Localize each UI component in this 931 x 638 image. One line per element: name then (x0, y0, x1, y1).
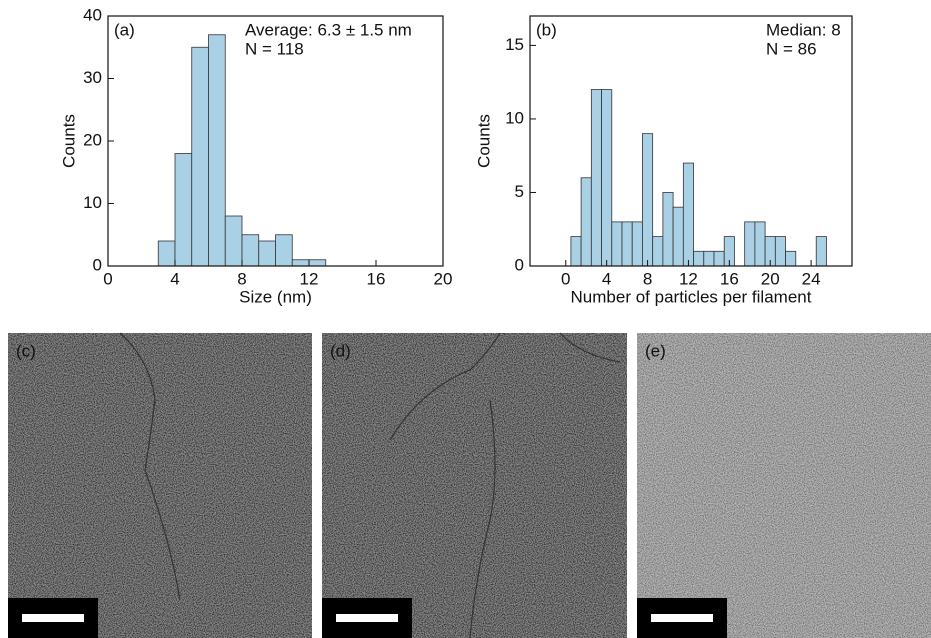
plot-frame (529, 15, 853, 267)
annotation: Median: 8 (766, 20, 841, 39)
image-panel: (e) (637, 333, 931, 638)
x-tick-label: 0 (561, 269, 570, 288)
x-tick-label: 8 (643, 269, 652, 288)
y-tick-label: 0 (515, 255, 524, 274)
bar (570, 236, 582, 267)
bar (815, 236, 827, 267)
annotation: Average: 6.3 ± 1.5 nm (245, 20, 412, 39)
bar (241, 234, 260, 267)
x-tick-label: 8 (237, 269, 246, 288)
image-panel: (d) (322, 332, 627, 638)
x-tick-label: 12 (300, 269, 319, 288)
x-axis-label: Size (nm) (239, 287, 312, 306)
y-tick-label: 5 (515, 182, 524, 201)
bar (672, 206, 684, 267)
bar (652, 236, 664, 267)
bar (580, 177, 592, 267)
panel-label: (b) (536, 20, 557, 39)
panel-label: (d) (330, 341, 351, 360)
bar (611, 221, 623, 267)
bar (703, 250, 715, 267)
bar (308, 259, 327, 267)
y-tick-label: 0 (93, 255, 102, 274)
y-tick-label: 10 (505, 108, 524, 127)
bar (642, 133, 654, 267)
y-axis-label: Counts (59, 114, 78, 168)
x-axis-label: Number of particles per filament (571, 287, 812, 306)
y-tick-label: 15 (505, 35, 524, 54)
bar (693, 250, 705, 267)
bar (157, 240, 176, 267)
x-tick-label: 4 (170, 269, 179, 288)
bar (713, 250, 725, 267)
x-tick-label: 16 (367, 269, 386, 288)
x-tick-label: 20 (761, 269, 780, 288)
y-tick-label: 20 (83, 130, 102, 149)
x-tick-label: 4 (602, 269, 611, 288)
bar (174, 153, 193, 267)
y-axis-label: Counts (474, 114, 493, 168)
bar (631, 221, 643, 267)
bar (601, 89, 613, 267)
panel-label: (c) (16, 341, 36, 360)
bar (191, 46, 209, 267)
panel-label: (e) (645, 341, 666, 360)
bar (785, 250, 797, 267)
x-tick-label: 12 (679, 269, 698, 288)
bar (744, 221, 756, 267)
y-tick-label: 10 (83, 193, 102, 212)
image-panel: (c) (8, 332, 312, 638)
x-tick-label: 20 (434, 269, 453, 288)
bar (224, 215, 243, 267)
bar (682, 162, 694, 267)
bar (275, 234, 293, 267)
bar (291, 259, 310, 267)
bar (258, 240, 276, 267)
bar (774, 236, 786, 267)
bar (754, 221, 766, 267)
panel-label: (a) (114, 20, 135, 39)
x-tick-label: 24 (802, 269, 821, 288)
y-tick-label: 40 (83, 5, 102, 24)
bar (621, 221, 633, 267)
annotation: N = 86 (766, 39, 817, 58)
y-tick-label: 30 (83, 68, 102, 87)
annotation: N = 118 (245, 39, 304, 58)
bar (208, 34, 226, 267)
x-tick-label: 0 (103, 269, 112, 288)
bar (662, 192, 674, 267)
x-tick-label: 16 (720, 269, 739, 288)
bar (590, 89, 602, 267)
